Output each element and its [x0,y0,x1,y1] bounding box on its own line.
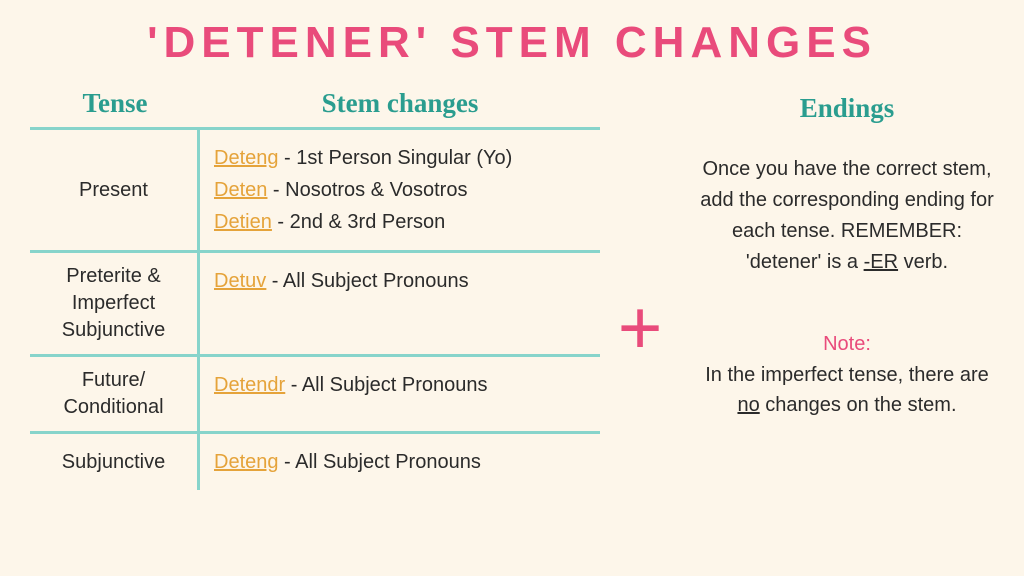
tense-cell: Subjunctive [30,434,200,490]
stem-word: Deteng [214,147,279,169]
tense-cell: Present [30,130,200,250]
note-label: Note: [700,333,994,356]
table-row: Present Deteng - 1st Person Singular (Yo)… [30,130,600,253]
stem-line: Deteng - 1st Person Singular (Yo) [214,142,586,174]
stem-word: Deten [214,179,267,201]
endings-panel: Endings Once you have the correct stem, … [680,88,994,490]
tense-cell: Future/ Conditional [30,357,200,431]
stem-line: Detendr - All Subject Pronouns [214,369,586,401]
plus-icon: + [600,168,680,490]
stem-line: Detien - 2nd & 3rd Person [214,206,586,238]
table-row: Subjunctive Deteng - All Subject Pronouns [30,434,600,490]
table-row: Future/ Conditional Detendr - All Subject… [30,357,600,434]
endings-text: Once you have the correct stem, add the … [700,154,994,278]
stem-line: Detuv - All Subject Pronouns [214,265,586,297]
note-text: In the imperfect tense, there are no cha… [700,360,994,420]
stem-line: Deteng - All Subject Pronouns [214,446,586,478]
stem-desc: - Nosotros & Vosotros [267,179,467,201]
table-body: Present Deteng - 1st Person Singular (Yo)… [30,127,600,490]
stem-word: Detien [214,211,272,233]
endings-text-ul: -ER [864,251,898,273]
stem-desc: - All Subject Pronouns [266,270,468,292]
stem-desc: - 1st Person Singular (Yo) [279,147,513,169]
header-stem: Stem changes [200,88,600,119]
stem-cell: Deteng - 1st Person Singular (Yo)Deten -… [200,130,600,250]
stem-desc: - All Subject Pronouns [285,374,487,396]
stem-cell: Deteng - All Subject Pronouns [200,434,600,490]
stem-cell: Detuv - All Subject Pronouns [200,253,600,354]
note-text-ul: no [737,394,759,416]
tense-cell: Preterite & Imperfect Subjunctive [30,253,200,354]
table-headers: Tense Stem changes [30,88,600,119]
note-text-before: In the imperfect tense, there are [705,364,989,386]
stem-line: Deten - Nosotros & Vosotros [214,174,586,206]
endings-title: Endings [700,93,994,124]
stem-desc: - All Subject Pronouns [279,451,481,473]
content-area: Tense Stem changes Present Deteng - 1st P… [0,68,1024,490]
stem-word: Deteng [214,451,279,473]
page-title: 'DETENER' STEM CHANGES [0,0,1024,68]
stem-word: Detuv [214,270,266,292]
note-text-after: changes on the stem. [760,394,957,416]
endings-text-before: Once you have the correct stem, add the … [700,158,994,273]
endings-text-after: verb. [898,251,948,273]
table-row: Preterite & Imperfect Subjunctive Detuv -… [30,253,600,357]
stem-cell: Detendr - All Subject Pronouns [200,357,600,431]
stem-desc: - 2nd & 3rd Person [272,211,445,233]
stem-word: Detendr [214,374,285,396]
header-tense: Tense [30,88,200,119]
stem-table: Tense Stem changes Present Deteng - 1st P… [30,88,600,490]
